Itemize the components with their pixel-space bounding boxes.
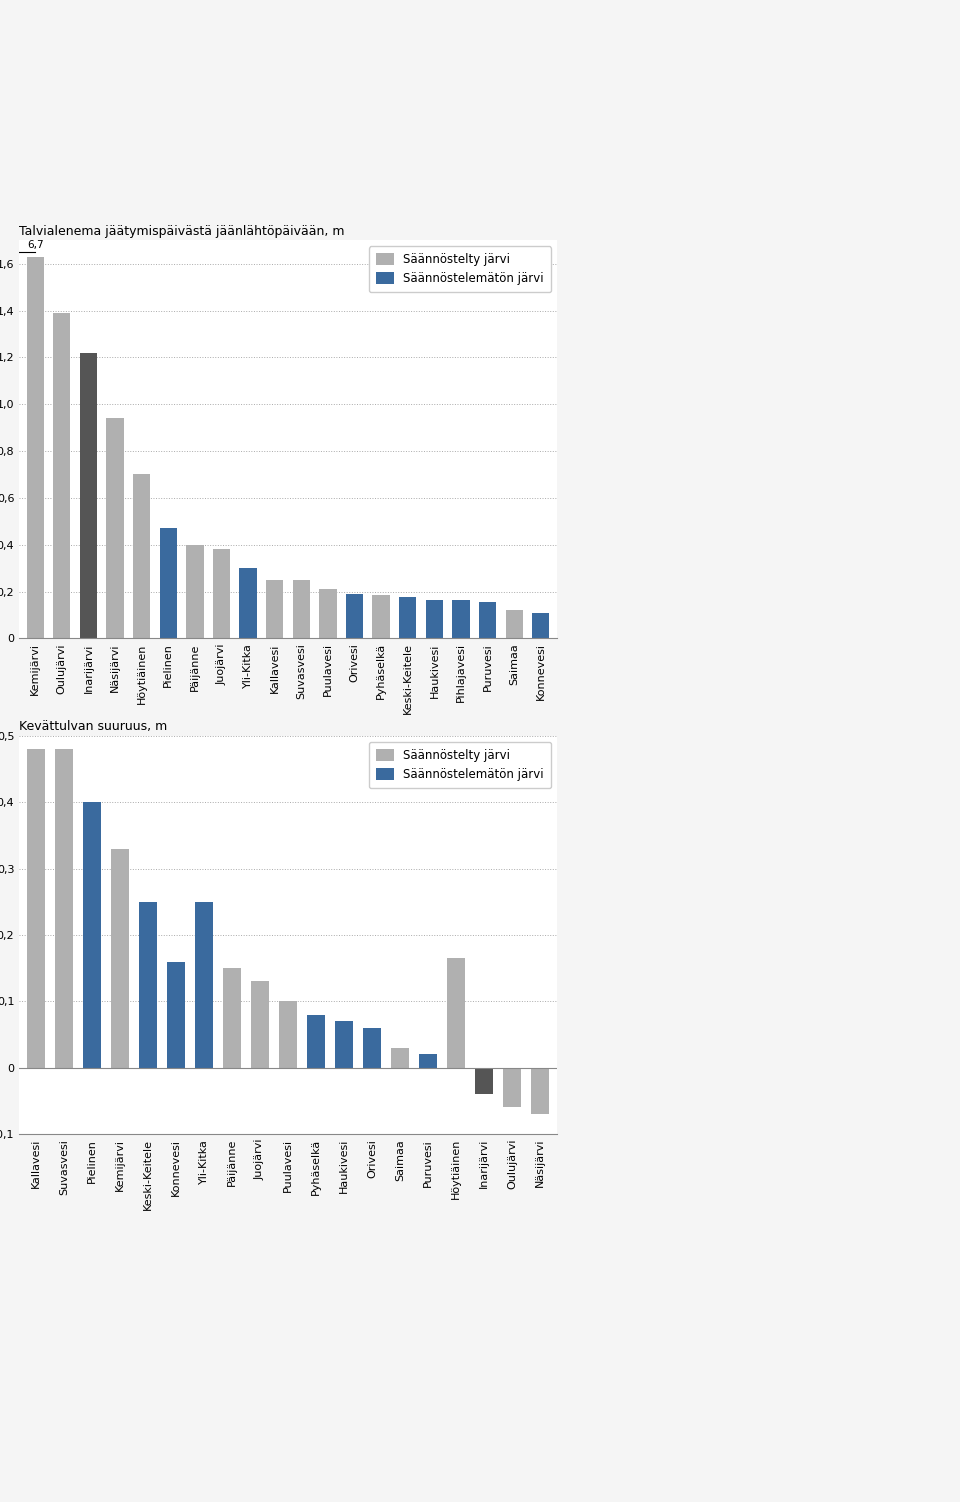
Bar [425,599,443,638]
Bar [531,1068,549,1114]
Bar [139,901,157,1068]
Bar [293,580,310,638]
Bar [419,1054,437,1068]
Bar [279,1002,297,1068]
Bar [452,599,469,638]
Bar [223,969,241,1068]
Bar [506,610,523,638]
Legend: Säännöstelty järvi, Säännöstelemätön järvi: Säännöstelty järvi, Säännöstelemätön jär… [369,246,551,293]
Bar [475,1068,493,1093]
Bar [372,595,390,638]
Bar [27,749,45,1068]
Text: Kevättulvan suuruus, m: Kevättulvan suuruus, m [19,721,167,733]
Bar [532,613,549,638]
Bar [27,257,44,638]
Bar [335,1021,353,1068]
Bar [133,475,151,638]
Bar [186,545,204,638]
Bar [320,589,337,638]
Bar [251,981,269,1068]
Bar [80,353,97,638]
Bar [53,312,70,638]
Bar [195,901,213,1068]
Bar [346,593,363,638]
Bar [399,598,417,638]
Bar [83,802,101,1068]
Bar [266,580,283,638]
Bar [107,418,124,638]
Bar [391,1048,409,1068]
Bar [479,602,496,638]
Bar [213,550,230,638]
Bar [55,749,73,1068]
Bar [239,568,256,638]
Bar [111,849,129,1068]
Bar [447,958,465,1068]
Legend: Säännöstelty järvi, Säännöstelemätön järvi: Säännöstelty järvi, Säännöstelemätön jär… [369,742,551,789]
Text: Talvialenema jäätymispäivästä jäänlähtöpäivään, m: Talvialenema jäätymispäivästä jäänlähtöp… [19,225,345,237]
Text: 6,7: 6,7 [27,240,43,249]
Bar [503,1068,521,1107]
Bar [167,961,185,1068]
Bar [363,1027,381,1068]
Bar [307,1015,325,1068]
Bar [159,529,177,638]
